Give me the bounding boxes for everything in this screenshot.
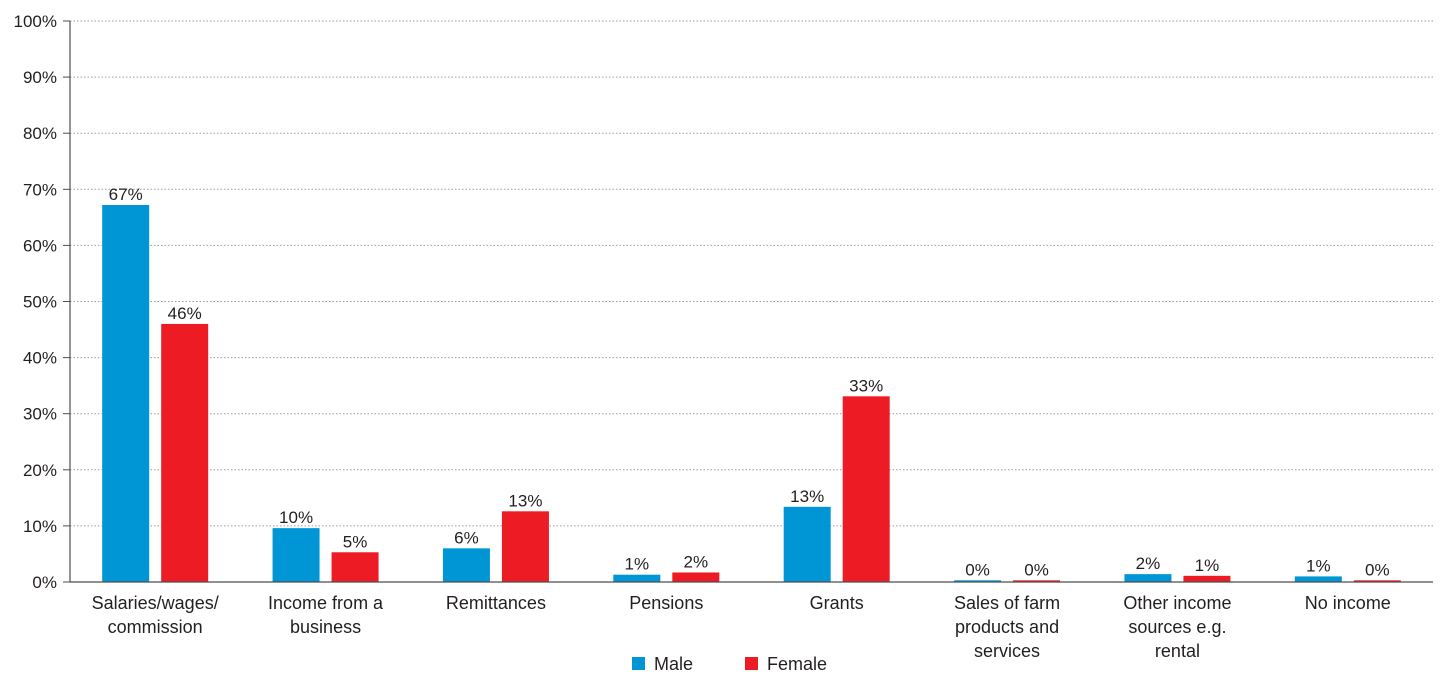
y-tick-label: 30% (23, 405, 57, 424)
data-label: 1% (1306, 556, 1331, 575)
data-label: 6% (454, 528, 479, 547)
y-tick-label: 60% (23, 236, 57, 255)
data-label: 2% (1136, 554, 1161, 573)
bar-male (1124, 574, 1172, 582)
category-label: rental (1155, 641, 1200, 661)
bar-male (272, 528, 320, 582)
category-label: sources e.g. (1128, 617, 1226, 637)
bar-female (1353, 580, 1401, 582)
data-label: 0% (1024, 560, 1049, 579)
category-label: No income (1305, 593, 1391, 613)
category-label: commission (108, 617, 203, 637)
y-tick-label: 100% (14, 12, 57, 31)
y-tick-label: 50% (23, 293, 57, 312)
category-label: services (974, 641, 1040, 661)
category-label: Salaries/wages/ (92, 593, 219, 613)
bar-female (501, 511, 549, 582)
category-label: Remittances (446, 593, 546, 613)
bar-female (842, 396, 890, 582)
data-label: 67% (109, 185, 143, 204)
legend-label-male: Male (654, 654, 693, 674)
data-label: 13% (790, 487, 824, 506)
bars (102, 205, 1401, 582)
data-label: 0% (965, 560, 990, 579)
y-tick-label: 90% (23, 68, 57, 87)
legend-swatch-male (632, 657, 645, 670)
y-tick-label: 80% (23, 124, 57, 143)
category-label: business (290, 617, 361, 637)
data-label: 10% (279, 508, 313, 527)
legend: Male Female (632, 654, 827, 674)
category-label: Grants (810, 593, 864, 613)
data-label: 1% (1195, 556, 1220, 575)
labels: 0% 10% 20% 30% 40% 50% 60% 70% 80% 90% 100% 67% 46% S… (14, 12, 1391, 661)
y-tick-label: 0% (32, 573, 57, 592)
bar-male (1294, 576, 1342, 582)
bar-female (1013, 580, 1061, 582)
y-tick-label: 20% (23, 461, 57, 480)
bar-female (161, 323, 209, 582)
category-label: Sales of farm (954, 593, 1060, 613)
data-label: 33% (849, 376, 883, 395)
category-label: Other income (1123, 593, 1231, 613)
gridlines (70, 20, 1433, 527)
bar-male (954, 580, 1002, 582)
data-label: 2% (684, 552, 709, 571)
data-label: 46% (168, 304, 202, 323)
category-label: products and (955, 617, 1059, 637)
bar-male (613, 574, 661, 582)
axes (63, 20, 1433, 583)
data-label: 5% (343, 532, 368, 551)
bar-female (1183, 575, 1231, 582)
y-tick-label: 70% (23, 180, 57, 199)
legend-swatch-female (745, 657, 758, 670)
bar-female (331, 552, 379, 582)
bar-male (783, 506, 831, 582)
bar-male (102, 205, 150, 582)
y-tick-label: 10% (23, 517, 57, 536)
category-label: Income from a (268, 593, 384, 613)
legend-label-female: Female (767, 654, 827, 674)
data-label: 0% (1365, 560, 1390, 579)
category-label: Pensions (629, 593, 703, 613)
bar-female (672, 572, 720, 582)
data-label: 1% (625, 555, 650, 574)
y-tick-label: 40% (23, 349, 57, 368)
bar-male (442, 548, 490, 582)
data-label: 13% (508, 491, 542, 510)
